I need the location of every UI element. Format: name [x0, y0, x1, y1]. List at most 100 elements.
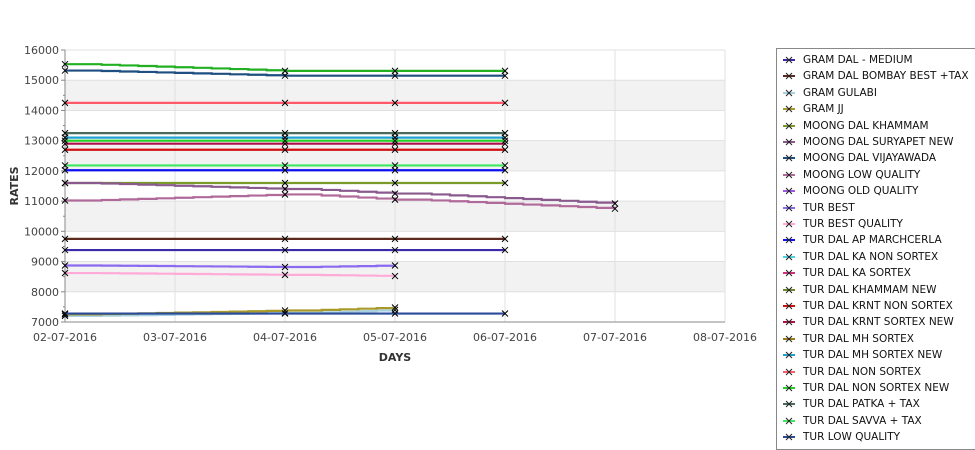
legend-marker-icon — [783, 89, 795, 97]
series-line — [65, 181, 617, 204]
legend-label: TUR DAL KHAMMAM NEW — [803, 283, 937, 296]
data-point-marker — [281, 263, 289, 271]
legend-item: MOONG DAL KHAMMAM — [777, 118, 929, 134]
data-point-marker — [281, 179, 289, 187]
data-point-marker — [391, 72, 399, 80]
data-point-marker — [61, 235, 69, 243]
data-point-marker — [281, 137, 289, 145]
legend-item: TUR LOW QUALITY — [777, 429, 900, 445]
data-point-marker — [501, 72, 509, 80]
data-point-marker — [501, 310, 509, 317]
legend-marker-icon — [783, 368, 795, 375]
y-axis-label: RATES — [8, 166, 21, 205]
x-tick-label: 06-07-2016 — [473, 331, 537, 344]
data-point-marker — [391, 196, 399, 203]
data-point-marker — [391, 137, 399, 145]
series-line — [65, 69, 505, 77]
legend-marker-icon — [783, 302, 795, 310]
data-point-marker — [501, 235, 509, 243]
x-tick-label: 02-07-2016 — [33, 331, 97, 344]
data-point-marker — [501, 137, 509, 145]
legend-marker-icon — [783, 220, 795, 228]
legend-item: TUR DAL SAVVA + TAX — [777, 413, 922, 429]
legend-label: TUR DAL KRNT SORTEX NEW — [803, 316, 954, 329]
data-point-marker — [281, 235, 289, 243]
legend-label: TUR DAL KA SORTEX — [803, 267, 911, 280]
legend-item: TUR DAL NON SORTEX — [777, 364, 921, 380]
x-tick-label: 08-07-2016 — [693, 331, 757, 344]
legend-item: TUR DAL KA NON SORTEX — [777, 249, 938, 265]
legend-item: GRAM GULABI — [777, 85, 877, 101]
data-point-marker — [391, 129, 399, 137]
x-tick-label: 07-07-2016 — [583, 331, 647, 344]
legend-label: GRAM JJ — [803, 103, 844, 116]
legend-label: GRAM DAL BOMBAY BEST +TAX — [803, 70, 969, 83]
legend-marker-icon — [783, 401, 795, 408]
y-tick-label: 16000 — [24, 44, 59, 57]
y-tick-label: 15000 — [24, 74, 59, 87]
data-point-marker — [391, 166, 399, 174]
data-point-marker — [281, 185, 289, 193]
y-tick-label: 9000 — [31, 256, 59, 269]
legend-item: TUR DAL MH SORTEX — [777, 331, 914, 347]
line-chart: 7000 8000 9000 10000 11000 12000 13000 14000 150… — [8, 44, 757, 364]
legend-marker-icon — [783, 269, 795, 277]
series-line — [65, 264, 397, 269]
data-point-marker — [391, 190, 399, 197]
legend-item: TUR DAL AP MARCHCERLA — [777, 232, 942, 248]
legend-label: TUR DAL AP MARCHCERLA — [803, 234, 942, 247]
legend-marker-icon — [783, 253, 795, 261]
legend-marker-icon — [783, 105, 795, 113]
legend-item: TUR DAL MH SORTEX NEW — [777, 347, 942, 363]
data-point-marker — [391, 310, 399, 317]
data-point-marker — [501, 246, 509, 254]
data-point-marker — [61, 146, 69, 154]
data-point-marker — [391, 246, 399, 254]
y-tick-label: 10000 — [24, 225, 59, 238]
data-point-marker — [281, 67, 289, 75]
legend-marker-icon — [783, 384, 795, 392]
legend-item: TUR BEST — [777, 200, 855, 216]
legend-marker-icon — [783, 286, 795, 293]
legend-marker-icon — [783, 319, 795, 326]
legend-item: TUR DAL NON SORTEX NEW — [777, 380, 949, 396]
chart-legend: GRAM DAL - MEDIUM GRAM DAL BOMBAY BEST +T… — [776, 48, 975, 450]
y-tick-label: 8000 — [31, 286, 59, 299]
legend-label: MOONG OLD QUALITY — [803, 185, 919, 198]
data-point-marker — [281, 129, 289, 137]
series-line — [65, 193, 617, 209]
legend-marker-icon — [783, 73, 795, 80]
data-point-marker — [61, 269, 69, 277]
data-point-marker — [61, 137, 69, 145]
legend-item: MOONG DAL SURYAPET NEW — [777, 134, 954, 150]
legend-item: TUR DAL PATKA + TAX — [777, 396, 920, 412]
y-tick-label: 12000 — [24, 165, 59, 178]
legend-item: MOONG LOW QUALITY — [777, 167, 920, 183]
data-point-marker — [501, 129, 509, 137]
data-point-marker — [281, 271, 289, 279]
data-point-marker — [61, 60, 69, 68]
data-point-marker — [391, 99, 399, 107]
legend-label: GRAM DAL - MEDIUM — [803, 54, 913, 66]
legend-marker-icon — [783, 56, 795, 64]
x-tick-label: 03-07-2016 — [143, 331, 207, 344]
data-point-marker — [501, 99, 509, 107]
data-point-marker — [61, 310, 69, 317]
data-point-marker — [61, 99, 69, 107]
data-point-marker — [611, 200, 619, 207]
data-point-marker — [281, 310, 289, 317]
legend-label: TUR DAL NON SORTEX NEW — [803, 382, 950, 394]
data-point-marker — [501, 146, 509, 154]
legend-marker-icon — [783, 335, 795, 343]
legend-label: TUR DAL PATKA + TAX — [803, 398, 920, 411]
data-point-marker — [281, 72, 289, 80]
data-point-marker — [391, 272, 399, 280]
data-point-marker — [61, 246, 69, 254]
data-point-marker — [281, 99, 289, 107]
series-line — [65, 271, 397, 277]
data-point-marker — [391, 162, 399, 169]
data-point-marker — [391, 304, 399, 311]
legend-item: TUR DAL KHAMMAM NEW — [777, 282, 937, 298]
legend-item: TUR DAL KA SORTEX — [777, 265, 911, 281]
legend-item: TUR DAL KRNT SORTEX NEW — [777, 314, 954, 330]
